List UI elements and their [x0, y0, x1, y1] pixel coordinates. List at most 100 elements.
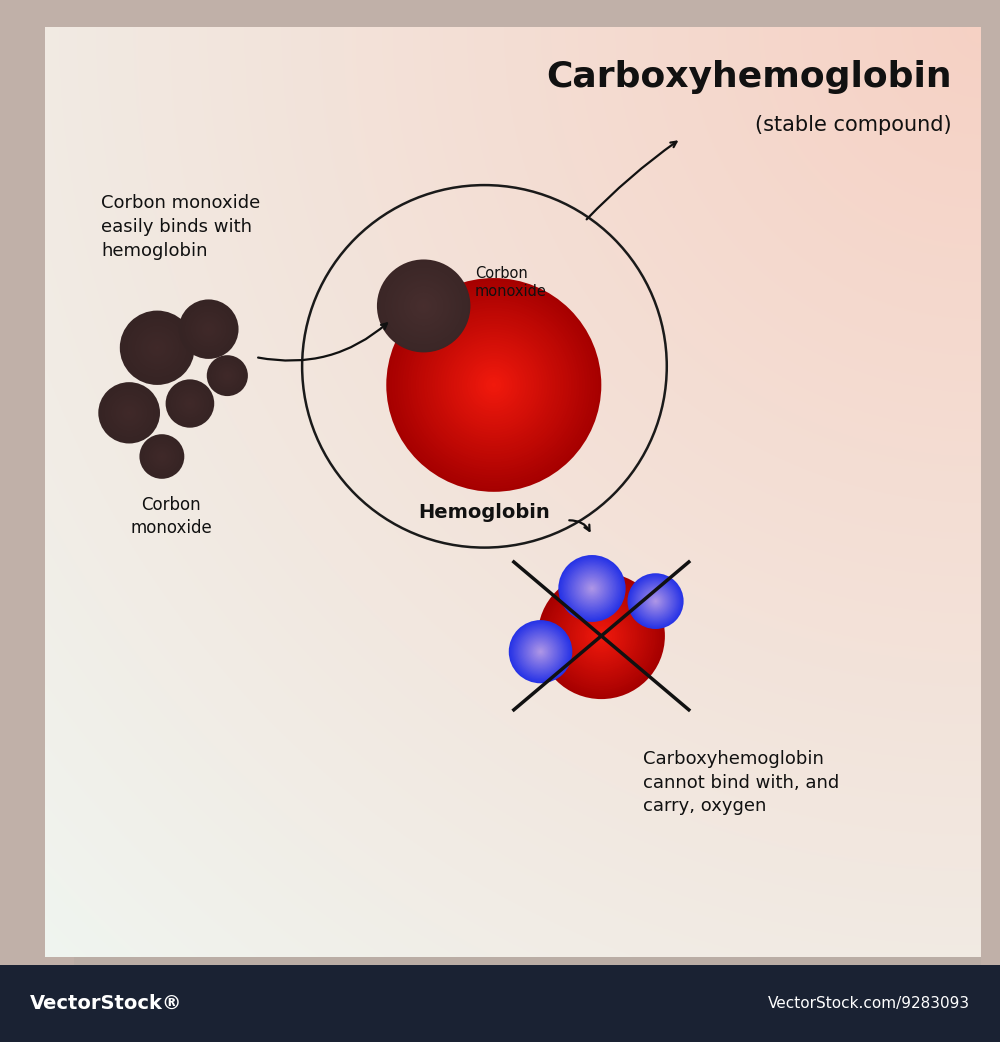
Circle shape — [525, 637, 556, 667]
Circle shape — [155, 450, 169, 464]
Circle shape — [589, 586, 595, 591]
Circle shape — [148, 443, 175, 470]
Circle shape — [142, 332, 172, 363]
Circle shape — [635, 581, 676, 621]
Circle shape — [633, 578, 678, 623]
Circle shape — [211, 359, 244, 392]
Circle shape — [377, 259, 470, 352]
Circle shape — [198, 319, 219, 340]
Circle shape — [189, 309, 228, 348]
Circle shape — [159, 453, 165, 460]
Circle shape — [153, 448, 171, 466]
Circle shape — [591, 587, 593, 590]
Circle shape — [124, 315, 191, 381]
Circle shape — [518, 629, 563, 674]
Circle shape — [560, 556, 624, 621]
Circle shape — [509, 620, 572, 684]
Circle shape — [180, 394, 200, 414]
Circle shape — [137, 327, 178, 368]
Circle shape — [572, 607, 630, 665]
Circle shape — [146, 337, 168, 358]
Circle shape — [145, 440, 179, 473]
Circle shape — [121, 405, 137, 421]
Circle shape — [641, 587, 670, 616]
Circle shape — [152, 446, 172, 467]
Circle shape — [584, 580, 600, 596]
Circle shape — [649, 594, 662, 607]
Circle shape — [207, 355, 248, 396]
Circle shape — [543, 578, 659, 694]
Circle shape — [437, 329, 550, 441]
Circle shape — [523, 634, 558, 669]
Circle shape — [154, 449, 170, 465]
Circle shape — [103, 387, 155, 439]
Circle shape — [157, 452, 166, 461]
Circle shape — [572, 569, 612, 609]
Circle shape — [155, 346, 159, 350]
Circle shape — [413, 304, 574, 465]
Circle shape — [569, 603, 634, 668]
Circle shape — [550, 586, 652, 687]
Text: Corbon
monoxide: Corbon monoxide — [130, 496, 212, 537]
Circle shape — [397, 279, 450, 332]
Circle shape — [568, 565, 616, 613]
Circle shape — [209, 357, 246, 394]
Circle shape — [197, 317, 221, 341]
Circle shape — [182, 302, 236, 356]
Circle shape — [219, 368, 236, 383]
Circle shape — [117, 400, 141, 425]
Circle shape — [581, 577, 603, 599]
FancyBboxPatch shape — [74, 47, 981, 975]
Circle shape — [98, 382, 160, 444]
Circle shape — [558, 555, 626, 622]
Circle shape — [129, 320, 185, 376]
Circle shape — [483, 374, 505, 396]
Circle shape — [214, 363, 241, 389]
Circle shape — [393, 275, 455, 337]
Circle shape — [405, 288, 442, 324]
Circle shape — [181, 395, 198, 412]
Circle shape — [380, 263, 467, 349]
Circle shape — [200, 320, 218, 338]
Circle shape — [467, 358, 521, 412]
Circle shape — [126, 410, 132, 416]
Circle shape — [560, 594, 643, 677]
Circle shape — [589, 623, 614, 648]
Circle shape — [640, 586, 671, 617]
Circle shape — [405, 297, 583, 473]
Circle shape — [416, 307, 572, 463]
Circle shape — [178, 392, 202, 416]
Circle shape — [410, 292, 438, 320]
Circle shape — [590, 625, 612, 647]
Circle shape — [644, 590, 667, 613]
Circle shape — [115, 399, 143, 426]
Circle shape — [222, 371, 232, 380]
Circle shape — [167, 380, 213, 426]
Circle shape — [143, 438, 181, 475]
Circle shape — [519, 630, 562, 673]
Circle shape — [564, 561, 620, 617]
Circle shape — [179, 393, 201, 415]
Circle shape — [413, 295, 435, 317]
Circle shape — [549, 584, 654, 689]
Circle shape — [188, 308, 230, 350]
Circle shape — [187, 401, 192, 406]
Circle shape — [459, 350, 529, 420]
Circle shape — [643, 589, 668, 614]
Circle shape — [577, 574, 607, 603]
Circle shape — [576, 611, 627, 662]
Circle shape — [456, 348, 531, 422]
Circle shape — [184, 397, 196, 410]
Circle shape — [213, 362, 242, 390]
Text: VectorStock®: VectorStock® — [30, 994, 182, 1013]
Circle shape — [594, 628, 609, 643]
Circle shape — [580, 614, 623, 658]
Circle shape — [587, 584, 597, 594]
Circle shape — [570, 567, 614, 610]
Circle shape — [445, 337, 542, 433]
Circle shape — [440, 331, 548, 439]
Circle shape — [580, 576, 604, 600]
Circle shape — [521, 632, 560, 671]
Circle shape — [529, 641, 552, 663]
Circle shape — [224, 373, 230, 378]
